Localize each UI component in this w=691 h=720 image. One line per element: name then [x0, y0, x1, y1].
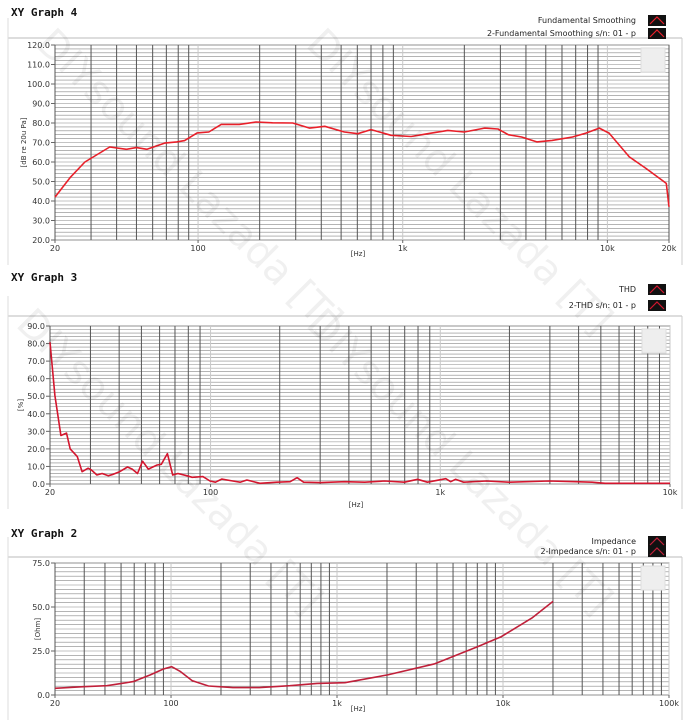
x-tick-label: 20 [50, 699, 60, 708]
legend-swatch-icon [648, 536, 666, 547]
y-tick-label: 80.0 [32, 119, 50, 128]
x-tick-label: 1k [435, 488, 445, 497]
y-tick-label: 10.0 [27, 462, 45, 471]
x-tick-label: 100 [203, 488, 218, 497]
x-axis-label: [Hz] [349, 501, 364, 509]
chart-2: 0.0 10.0 20.0 30.0 40.0 50.0 60.0 70.0 80.0 90.0 2… [7, 284, 683, 509]
x-tick-label: 20 [45, 488, 55, 497]
legend-label: Fundamental Smoothing [538, 16, 636, 25]
legend-swatch-icon [648, 300, 666, 311]
y-tick-label: 75.0 [32, 559, 50, 568]
y-axis-label: [dB re 20u Pa] [20, 117, 28, 167]
y-tick-label: 70.0 [32, 139, 50, 148]
y-axis-label: [Ohm] [34, 618, 42, 640]
legend-chevron-icon [649, 16, 665, 25]
x-tick-label: 10k [496, 699, 511, 708]
y-tick-label: 70.0 [27, 357, 45, 366]
chart-1: 20.0 30.0 40.0 50.0 60.0 70.0 80.0 90.0 100.0 110… [7, 15, 683, 265]
series-line-impedance [54, 600, 554, 690]
y-tick-label: 40.0 [32, 197, 50, 206]
corner-logo-icon [640, 47, 666, 73]
y-tick-label: 120.0 [27, 41, 50, 50]
legend-chevron-icon [649, 547, 665, 556]
graph3-title: XY Graph 3 [11, 271, 78, 284]
x-tick-label: 10k [600, 244, 615, 253]
legend-label: 2-THD s/n: 01 - p [569, 301, 636, 310]
x-tick-label: 100 [163, 699, 178, 708]
x-tick-label: 1k [398, 244, 408, 253]
y-tick-label: 80.0 [27, 340, 45, 349]
x-tick-label: 20 [50, 244, 60, 253]
y-tick-label: 25.0 [32, 647, 50, 656]
y-tick-label: 50.0 [32, 603, 50, 612]
y-tick-label: 60.0 [32, 158, 50, 167]
corner-logo-icon [640, 565, 666, 591]
y-tick-label: 30.0 [32, 217, 50, 226]
y-tick-label: 40.0 [27, 410, 45, 419]
legend-swatch-icon [648, 15, 666, 26]
legend-label: Impedance [591, 537, 636, 546]
x-tick-label: 20k [662, 244, 677, 253]
y-tick-label: 30.0 [27, 427, 45, 436]
legend-swatch-icon [648, 28, 666, 39]
x-axis-label: [Hz] [351, 250, 366, 258]
x-tick-label: 10k [663, 488, 678, 497]
legend-chevron-icon [649, 537, 665, 546]
y-tick-label: 0.0 [32, 480, 45, 489]
corner-logo-icon [641, 328, 667, 354]
y-tick-label: 90.0 [32, 100, 50, 109]
y-tick-label: 100.0 [27, 80, 50, 89]
x-axis-label: [Hz] [351, 705, 366, 713]
series-line-fundamental-smoothing [54, 121, 670, 207]
x-tick-label: 1k [332, 699, 342, 708]
legend-chevron-icon [649, 29, 665, 38]
y-tick-label: 50.0 [32, 178, 50, 187]
legend-chevron-icon [649, 301, 665, 310]
y-axis-label: [%] [17, 399, 25, 411]
legend-label: THD [618, 285, 636, 294]
graph2-title: XY Graph 2 [11, 527, 78, 540]
legend-swatch-icon [648, 284, 666, 295]
legend-swatch-icon [648, 546, 666, 557]
y-tick-label: 110.0 [27, 61, 50, 70]
graph4-title: XY Graph 4 [11, 6, 78, 19]
y-tick-label: 90.0 [27, 322, 45, 331]
series-line-thd [49, 342, 670, 485]
x-tick-label: 100k [659, 699, 679, 708]
y-tick-label: 20.0 [27, 445, 45, 454]
plot-area [49, 325, 671, 485]
y-tick-label: 0.0 [37, 691, 50, 700]
y-tick-label: 50.0 [27, 392, 45, 401]
y-tick-label: 60.0 [27, 375, 45, 384]
legend-label: 2-Impedance s/n: 01 - p [541, 547, 636, 556]
chart-3: 0.0 25.0 50.0 75.0 20 100 1k 10k 100k [Hz] [Ohm] Im… [7, 536, 683, 720]
x-tick-label: 100 [190, 244, 205, 253]
legend-label: 2-Fundamental Smoothing s/n: 01 - p [487, 29, 636, 38]
legend-chevron-icon [649, 285, 665, 294]
y-tick-label: 20.0 [32, 236, 50, 245]
